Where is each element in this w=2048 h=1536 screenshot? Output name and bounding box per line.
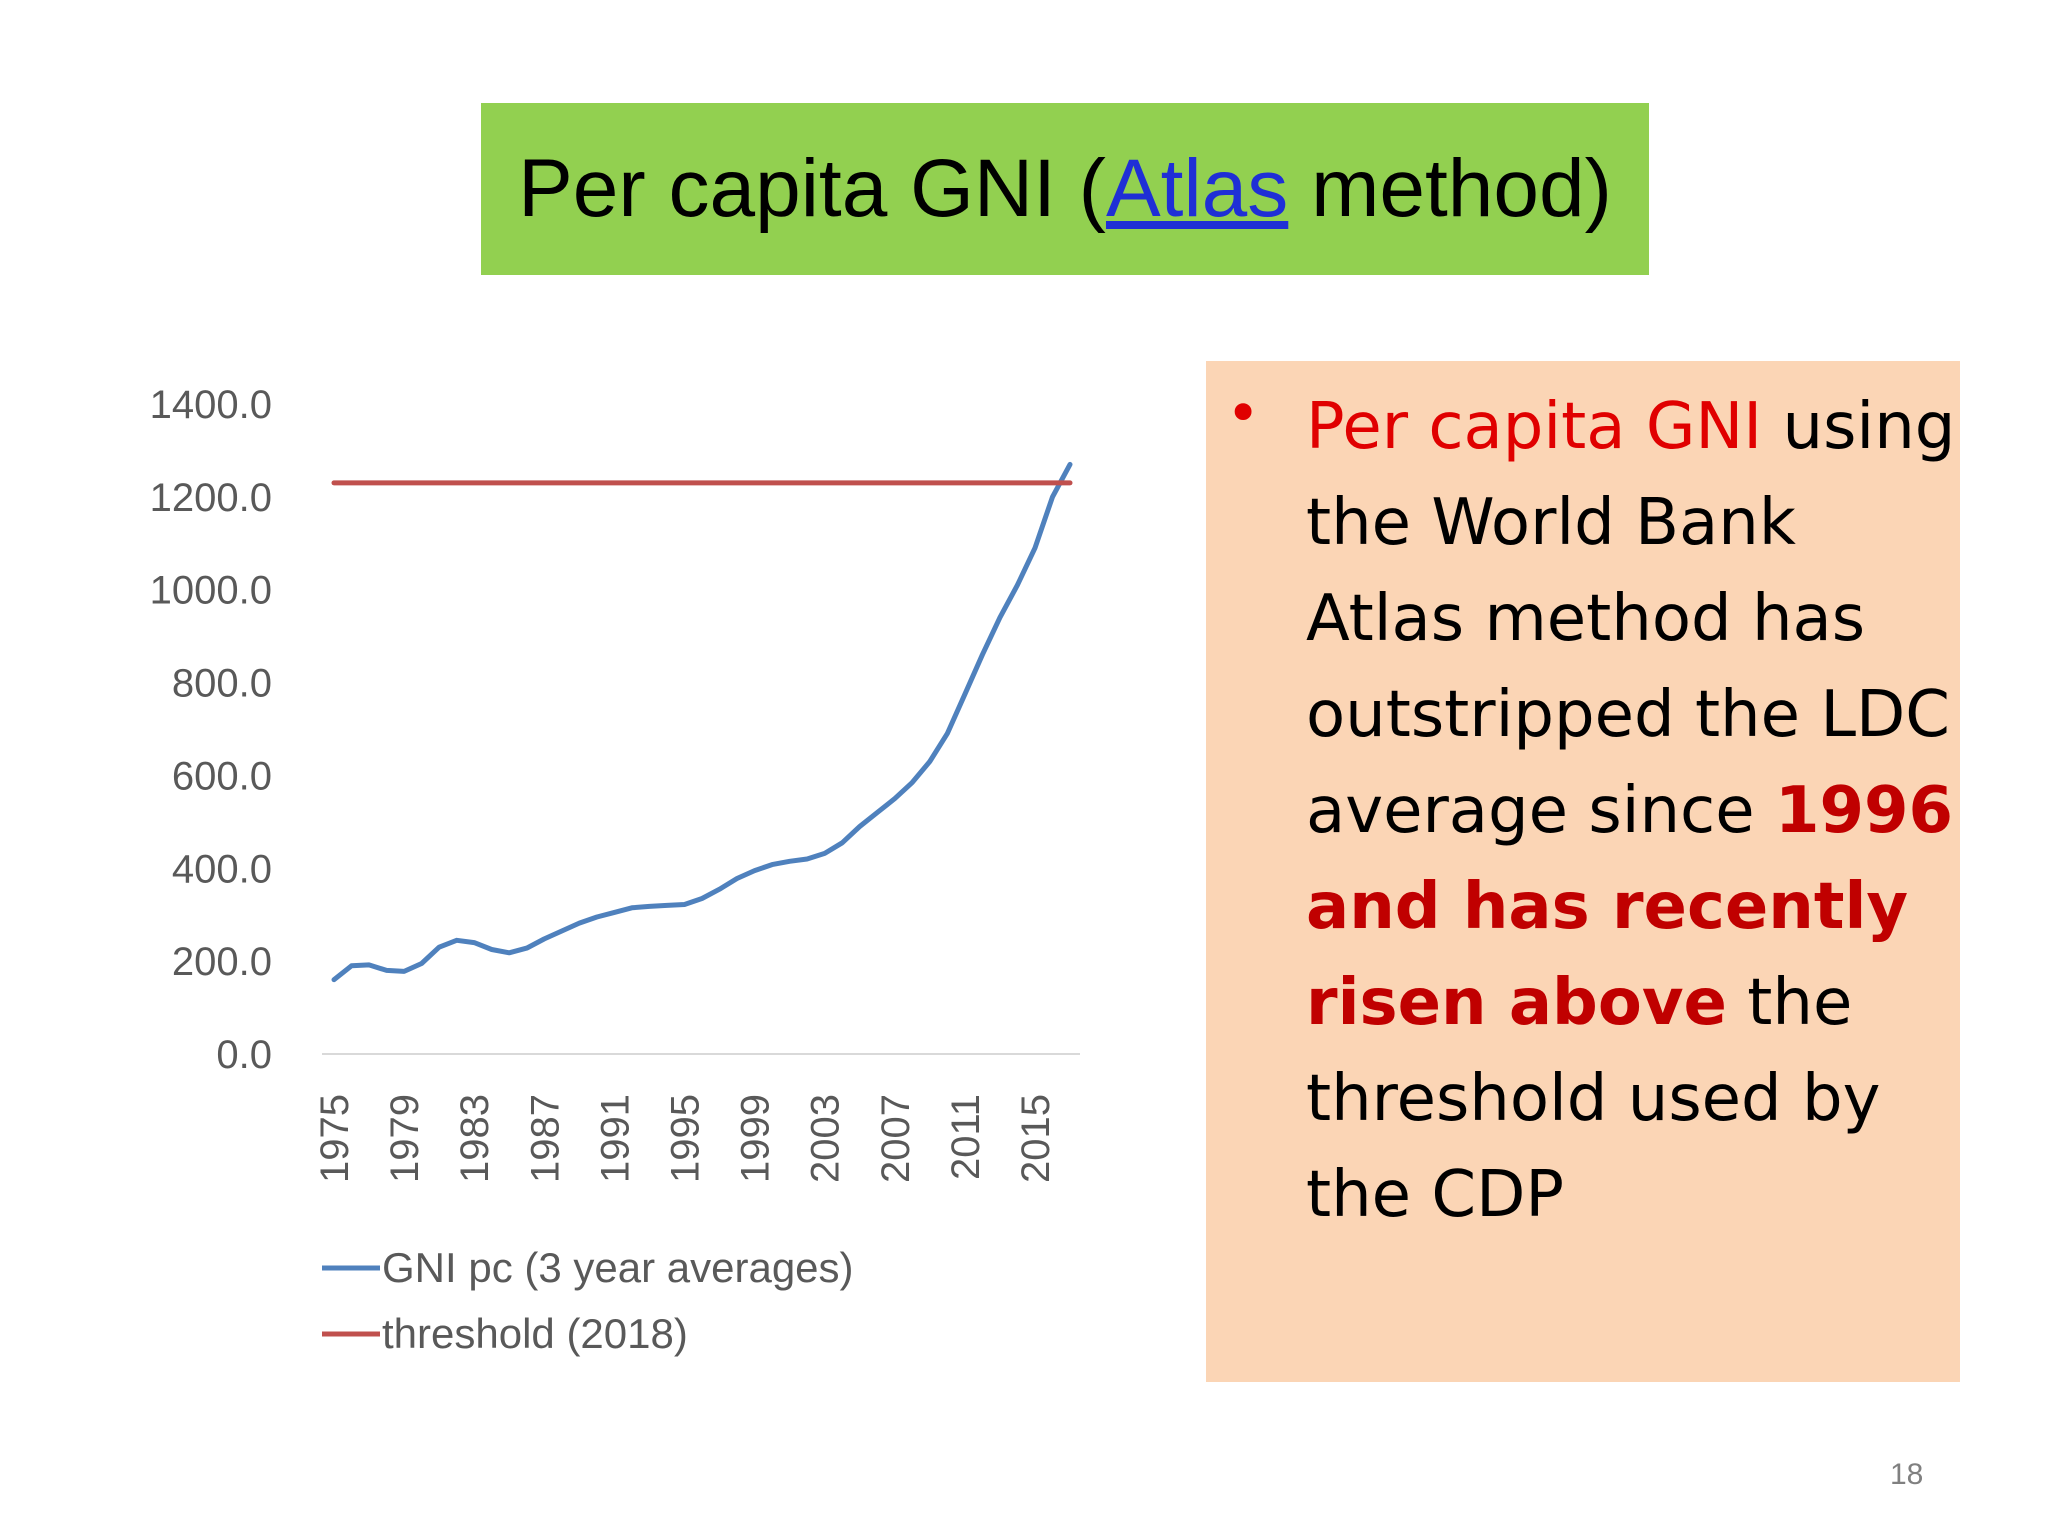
legend-label-1: GNI pc (3 year averages) — [382, 1244, 854, 1291]
x-tick-label: 2015 — [1014, 1094, 1058, 1183]
x-tick-label: 2011 — [944, 1094, 988, 1180]
y-tick-label: 400.0 — [172, 847, 272, 891]
bullet-tail: the threshold used by the CDP — [1306, 966, 1881, 1232]
bullet-body: using the World Bank Atlas method has ou… — [1306, 390, 1956, 848]
x-tick-label: 1983 — [453, 1094, 497, 1183]
slide-title: Per capita GNI (Atlas method) — [518, 142, 1612, 236]
x-tick-label: 1999 — [734, 1094, 778, 1183]
summary-text-box: • Per capita GNI using the World Bank At… — [1206, 361, 1960, 1382]
y-tick-label: 1000.0 — [150, 569, 272, 613]
x-tick-label: 2003 — [804, 1094, 848, 1183]
x-tick-label: 1979 — [383, 1094, 427, 1183]
bullet-text: Per capita GNI using the World Bank Atla… — [1306, 379, 1956, 1243]
x-tick-label: 1987 — [523, 1094, 567, 1183]
y-tick-label: 200.0 — [172, 940, 272, 984]
bullet-icon: • — [1226, 379, 1261, 447]
gni-line-chart: 0.0 200.0 400.0 600.0 800.0 1000.0 1200.0 1400.… — [150, 383, 1080, 1357]
bullet-emphasis: 1996 and has recently risen above — [1306, 774, 1954, 1040]
y-tick-label: 1200.0 — [150, 476, 272, 520]
legend-label-2: threshold (2018) — [382, 1310, 688, 1357]
x-tick-label: 1991 — [593, 1094, 637, 1183]
title-text-start: Per capita GNI ( — [518, 143, 1106, 234]
y-tick-label: 0.0 — [216, 1033, 272, 1077]
x-tick-label: 1975 — [313, 1094, 357, 1183]
title-banner: Per capita GNI (Atlas method) — [481, 103, 1649, 275]
title-text-end: method) — [1288, 143, 1612, 234]
series-line-1 — [331, 461, 1073, 983]
x-tick-label: 2007 — [874, 1094, 918, 1183]
x-tick-label: 1995 — [663, 1094, 707, 1183]
y-tick-label: 600.0 — [172, 754, 272, 798]
slide-number: 18 — [1890, 1458, 1924, 1491]
y-tick-label: 800.0 — [172, 662, 272, 706]
atlas-link[interactable]: Atlas — [1105, 143, 1289, 234]
y-tick-label: 1400.0 — [150, 383, 272, 427]
bullet-highlight: Per capita GNI — [1306, 390, 1763, 464]
